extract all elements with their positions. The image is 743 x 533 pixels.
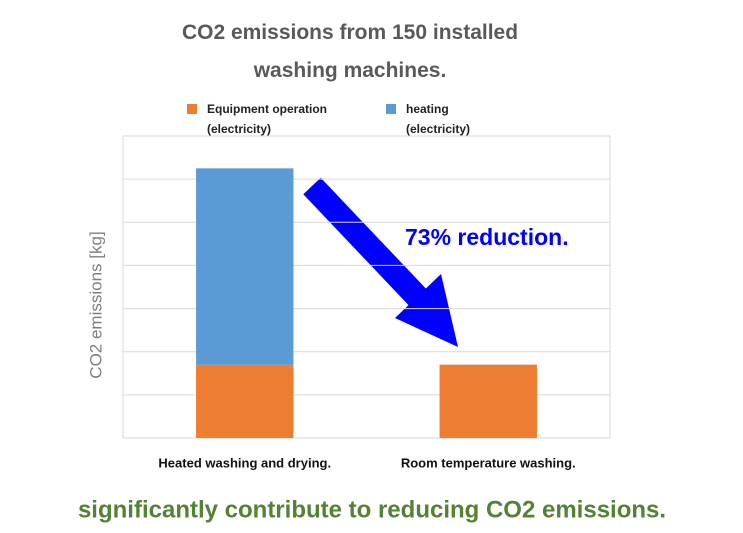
legend-item: heating (electricity) [386, 99, 496, 139]
y-axis-label: CO2 emissions [kg] [86, 231, 105, 378]
legend-swatch [386, 104, 396, 114]
legend-label: heating (electricity) [406, 102, 471, 136]
bar-segment [439, 364, 537, 438]
bar-segment [196, 168, 294, 365]
arrow-head [395, 274, 458, 347]
footer: significantly contribute to reducing CO2… [78, 496, 666, 523]
annotation: 73% reduction. [405, 224, 569, 250]
arrow-shaft [303, 177, 433, 313]
legend-swatch [187, 104, 197, 114]
legend-item: Equipment operation (electricity) [187, 99, 362, 139]
legend-label: Equipment operation (electricity) [207, 102, 327, 136]
bar-segment [196, 364, 294, 438]
chart-title: CO2 emissions from 150 installed washing… [181, 21, 519, 82]
x-tick-label: Heated washing and drying. [158, 455, 331, 470]
x-tick-label: Room temperature washing. [401, 455, 576, 470]
